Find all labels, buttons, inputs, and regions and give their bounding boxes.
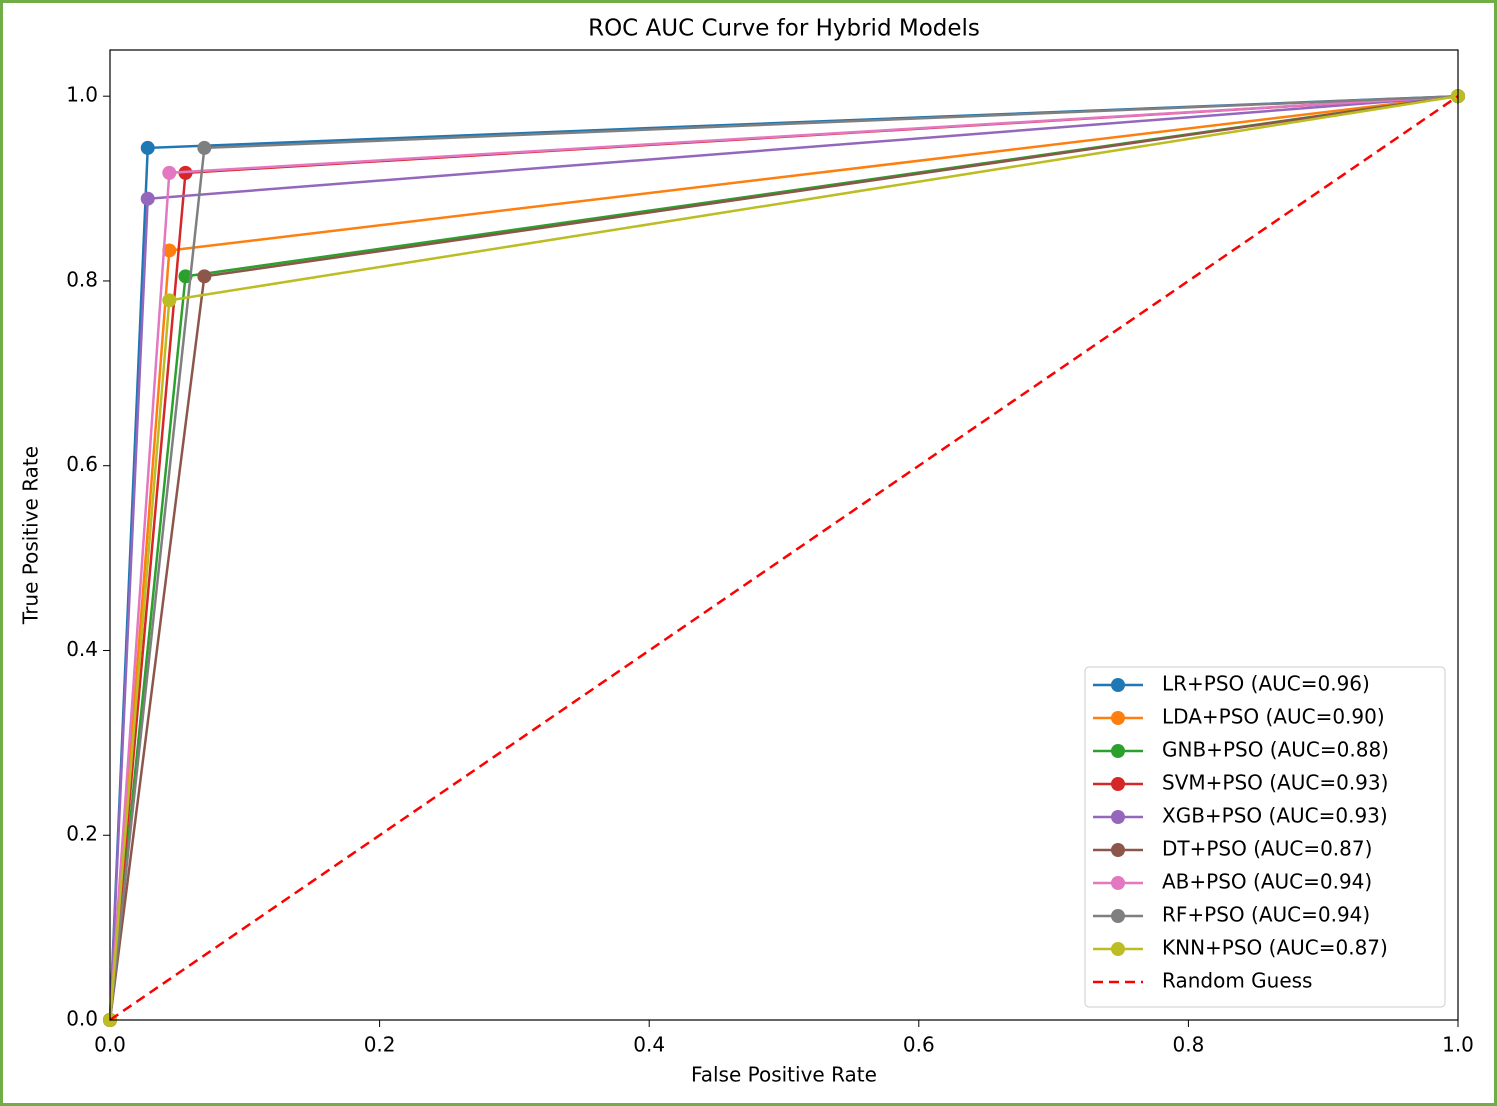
legend-marker (1111, 777, 1125, 791)
legend-marker (1111, 744, 1125, 758)
legend-marker (1111, 678, 1125, 692)
point (162, 293, 177, 308)
point (140, 191, 155, 206)
legend-label: RF+PSO (AUC=0.94) (1162, 903, 1370, 927)
x-tick-label: 0.8 (1172, 1033, 1204, 1057)
y-tick-label: 0.0 (66, 1007, 98, 1031)
legend-marker (1111, 711, 1125, 725)
y-tick-label: 0.2 (66, 822, 98, 846)
legend-marker (1111, 843, 1125, 857)
y-tick-label: 0.8 (66, 267, 98, 291)
point (162, 243, 177, 258)
x-tick-label: 0.6 (903, 1033, 935, 1057)
legend-marker (1111, 909, 1125, 923)
x-tick-label: 1.0 (1442, 1033, 1474, 1057)
point (197, 269, 212, 284)
point (162, 165, 177, 180)
legend-label: LDA+PSO (AUC=0.90) (1162, 705, 1385, 729)
point (197, 140, 212, 155)
chart-title: ROC AUC Curve for Hybrid Models (588, 16, 980, 42)
plot-frame (109, 49, 1459, 1021)
point (140, 140, 155, 155)
legend-label: GNB+PSO (AUC=0.88) (1162, 738, 1389, 762)
legend-marker (1111, 942, 1125, 956)
x-tick-label: 0.2 (364, 1033, 396, 1057)
y-tick-label: 1.0 (66, 83, 98, 107)
legend-label: LR+PSO (AUC=0.96) (1162, 672, 1370, 696)
legend-label: DT+PSO (AUC=0.87) (1162, 837, 1372, 861)
y-axis-label: True Positive Rate (19, 446, 43, 625)
legend-label: XGB+PSO (AUC=0.93) (1162, 804, 1388, 828)
legend-label: SVM+PSO (AUC=0.93) (1162, 771, 1388, 795)
x-axis-label: False Positive Rate (691, 1063, 877, 1087)
series-line (109, 95, 1459, 1022)
legend-label: KNN+PSO (AUC=0.87) (1162, 936, 1388, 960)
x-tick-label: 0.4 (633, 1033, 665, 1057)
y-tick-label: 0.6 (66, 452, 98, 476)
y-tick-label: 0.4 (66, 637, 98, 661)
legend-marker (1111, 810, 1125, 824)
legend-label: Random Guess (1162, 969, 1312, 993)
legend-marker (1111, 876, 1125, 890)
legend-box (1084, 666, 1446, 1008)
legend-label: AB+PSO (AUC=0.94) (1162, 870, 1372, 894)
x-tick-label: 0.0 (94, 1033, 126, 1057)
